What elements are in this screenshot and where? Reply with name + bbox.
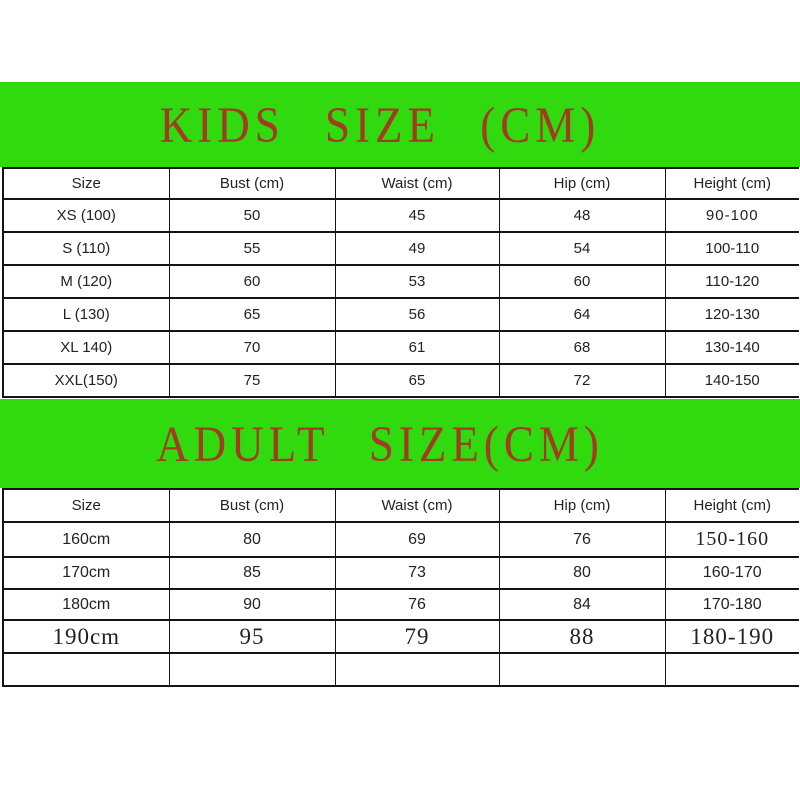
table-row-160cm: 160cm 80 69 76 150-160 <box>3 522 799 558</box>
kids-size-table: Size Bust (cm) Waist (cm) Hip (cm) Heigh… <box>2 167 799 398</box>
table-row-l: L (130) 65 56 64 120-130 <box>3 298 799 332</box>
bust-cell: 65 <box>169 298 336 332</box>
waist-cell: 61 <box>335 331 500 365</box>
size-cell: XXL(150) <box>3 364 170 398</box>
bust-cell: 80 <box>169 522 336 558</box>
size-cell: 160cm <box>3 522 170 558</box>
kids-size-title: KIDS SIZE (CM) <box>159 96 601 153</box>
table-row-empty <box>3 653 799 687</box>
adult-header-row: Size Bust (cm) Waist (cm) Hip (cm) Heigh… <box>3 489 799 523</box>
hip-cell <box>499 653 666 687</box>
column-header-waist: Waist (cm) <box>335 489 500 523</box>
column-header-height: Height (cm) <box>665 489 799 523</box>
table-row-180cm: 180cm 90 76 84 170-180 <box>3 589 799 621</box>
bust-cell: 50 <box>169 199 336 233</box>
height-cell: 170-180 <box>665 589 799 621</box>
column-header-hip: Hip (cm) <box>499 489 666 523</box>
table-row-xs: XS (100) 50 45 48 90-100 <box>3 199 799 233</box>
column-header-bust: Bust (cm) <box>169 168 336 200</box>
waist-cell: 45 <box>335 199 500 233</box>
hip-cell: 60 <box>499 265 666 299</box>
column-header-size: Size <box>3 489 170 523</box>
hip-cell: 64 <box>499 298 666 332</box>
hip-cell: 88 <box>499 620 666 654</box>
waist-cell <box>335 653 500 687</box>
height-cell: 120-130 <box>665 298 799 332</box>
table-row-xxl: XXL(150) 75 65 72 140-150 <box>3 364 799 398</box>
bust-cell: 55 <box>169 232 336 266</box>
hip-cell: 84 <box>499 589 666 621</box>
waist-cell: 76 <box>335 589 500 621</box>
column-header-bust: Bust (cm) <box>169 489 336 523</box>
height-cell: 130-140 <box>665 331 799 365</box>
waist-cell: 69 <box>335 522 500 558</box>
size-cell: L (130) <box>3 298 170 332</box>
column-header-waist: Waist (cm) <box>335 168 500 200</box>
height-cell <box>665 653 799 687</box>
size-cell: 190cm <box>3 620 170 654</box>
table-row-m: M (120) 60 53 60 110-120 <box>3 265 799 299</box>
waist-cell: 53 <box>335 265 500 299</box>
size-cell: 170cm <box>3 557 170 590</box>
hip-cell: 80 <box>499 557 666 590</box>
height-cell: 110-120 <box>665 265 799 299</box>
table-row-170cm: 170cm 85 73 80 160-170 <box>3 557 799 590</box>
hip-cell: 76 <box>499 522 666 558</box>
bust-cell: 85 <box>169 557 336 590</box>
bust-cell: 70 <box>169 331 336 365</box>
size-cell: S (110) <box>3 232 170 266</box>
size-cell <box>3 653 170 687</box>
size-cell: XS (100) <box>3 199 170 233</box>
hip-cell: 72 <box>499 364 666 398</box>
column-header-hip: Hip (cm) <box>499 168 666 200</box>
waist-cell: 79 <box>335 620 500 654</box>
bust-cell: 90 <box>169 589 336 621</box>
table-row-s: S (110) 55 49 54 100-110 <box>3 232 799 266</box>
size-cell: 180cm <box>3 589 170 621</box>
height-cell: 160-170 <box>665 557 799 590</box>
adult-size-title: ADULT SIZE(CM) <box>156 415 604 472</box>
kids-header-row: Size Bust (cm) Waist (cm) Hip (cm) Heigh… <box>3 168 799 200</box>
table-row-xl: XL 140) 70 61 68 130-140 <box>3 331 799 365</box>
bust-cell <box>169 653 336 687</box>
waist-cell: 65 <box>335 364 500 398</box>
waist-cell: 73 <box>335 557 500 590</box>
kids-size-banner: KIDS SIZE (CM) <box>0 82 800 167</box>
size-cell: M (120) <box>3 265 170 299</box>
size-cell: XL 140) <box>3 331 170 365</box>
column-header-size: Size <box>3 168 170 200</box>
adult-size-table: Size Bust (cm) Waist (cm) Hip (cm) Heigh… <box>2 488 799 687</box>
height-cell: 140-150 <box>665 364 799 398</box>
waist-cell: 49 <box>335 232 500 266</box>
table-row-190cm: 190cm 95 79 88 180-190 <box>3 620 799 654</box>
hip-cell: 48 <box>499 199 666 233</box>
height-cell: 150-160 <box>665 522 799 558</box>
height-cell: 90-100 <box>665 199 799 233</box>
hip-cell: 68 <box>499 331 666 365</box>
column-header-height: Height (cm) <box>665 168 799 200</box>
bust-cell: 60 <box>169 265 336 299</box>
height-cell: 100-110 <box>665 232 799 266</box>
bust-cell: 95 <box>169 620 336 654</box>
bust-cell: 75 <box>169 364 336 398</box>
hip-cell: 54 <box>499 232 666 266</box>
height-cell: 180-190 <box>665 620 799 654</box>
adult-size-banner: ADULT SIZE(CM) <box>0 399 800 488</box>
waist-cell: 56 <box>335 298 500 332</box>
